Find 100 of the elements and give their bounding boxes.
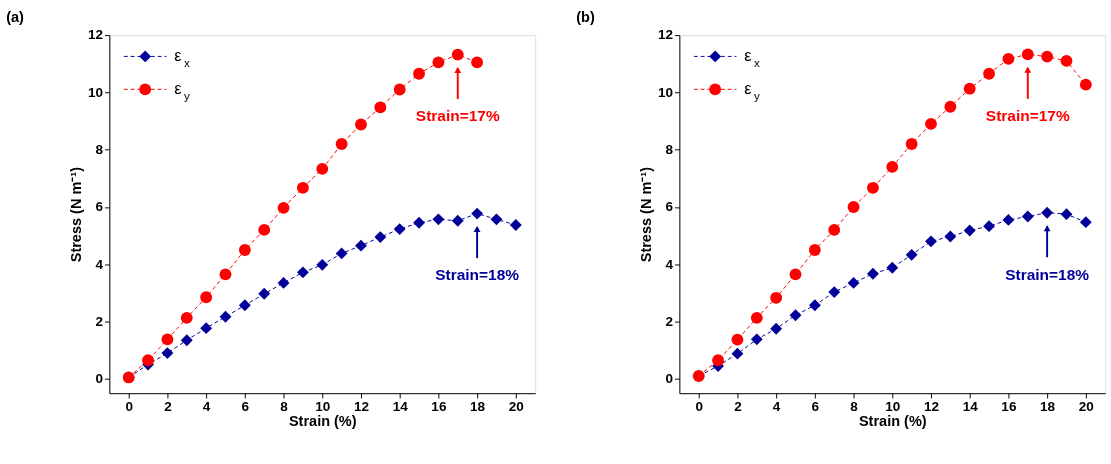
point <box>374 101 387 114</box>
x-tick-label: 8 <box>280 399 289 415</box>
x-tick-label: 18 <box>1040 399 1056 415</box>
chart-title: (a) <box>6 8 25 25</box>
point <box>413 216 425 229</box>
x-tick-label: 0 <box>125 399 133 415</box>
point <box>296 266 309 279</box>
point <box>1021 210 1034 223</box>
point <box>451 48 464 61</box>
point <box>750 333 763 346</box>
point <box>161 333 174 346</box>
x-tick-label: 10 <box>315 399 331 415</box>
point <box>509 219 522 231</box>
y-tick-label: 10 <box>658 84 674 100</box>
point <box>925 118 937 130</box>
point <box>1060 54 1073 67</box>
point <box>1079 78 1092 91</box>
point <box>432 213 445 226</box>
x-tick-label: 4 <box>202 399 211 415</box>
point <box>828 286 841 298</box>
point <box>316 258 329 271</box>
point <box>867 267 879 280</box>
x-tick-label: 16 <box>1001 399 1017 415</box>
x-tick-label: 6 <box>241 399 250 415</box>
annotation: Strain=18% <box>1005 265 1090 283</box>
point <box>731 347 744 360</box>
point <box>277 201 290 214</box>
y-tick-label: 12 <box>88 27 104 43</box>
point <box>905 248 918 261</box>
y-tick-label: 2 <box>95 313 104 329</box>
y-tick-label: 6 <box>665 199 674 215</box>
point <box>219 310 232 323</box>
point <box>238 299 251 312</box>
x-tick-label: 2 <box>164 399 172 415</box>
point <box>983 67 995 80</box>
point <box>355 239 367 252</box>
point <box>808 244 821 256</box>
point <box>316 162 329 175</box>
y-tick-label: 6 <box>95 199 104 215</box>
point <box>374 231 387 243</box>
y-axis-title: Stress (N m⁻¹) <box>638 166 655 263</box>
point <box>750 311 763 324</box>
x-tick-label: 4 <box>772 399 781 415</box>
x-tick-label: 0 <box>695 399 703 415</box>
point <box>712 354 725 367</box>
point <box>731 333 744 346</box>
y-axis-title: Stress (N m⁻¹) <box>68 166 85 263</box>
point <box>770 322 783 335</box>
x-axis-title: Strain (%) <box>858 412 927 429</box>
point <box>808 299 821 312</box>
point <box>1041 206 1054 219</box>
point <box>413 67 425 80</box>
x-tick-label: 18 <box>470 399 486 415</box>
point <box>335 247 348 260</box>
point <box>886 261 899 274</box>
x-tick-label: 12 <box>923 399 940 415</box>
x-tick-label: 20 <box>508 399 524 415</box>
x-tick-label: 12 <box>353 399 369 415</box>
point <box>1079 216 1092 229</box>
y-tick-label: 2 <box>665 313 674 329</box>
x-tick-label: 16 <box>431 399 447 415</box>
point <box>161 347 174 360</box>
point <box>983 220 995 233</box>
y-tick-label: 0 <box>665 371 674 387</box>
y-tick-label: 12 <box>658 27 674 43</box>
point <box>1002 213 1015 226</box>
point <box>944 100 957 113</box>
point <box>1021 48 1034 61</box>
point <box>471 56 484 69</box>
point <box>867 181 879 194</box>
point <box>142 354 154 367</box>
x-tick-label: 20 <box>1078 399 1094 415</box>
point <box>277 276 290 289</box>
point <box>963 224 976 237</box>
point <box>1002 52 1015 65</box>
point <box>490 213 503 226</box>
y-tick-label: 4 <box>95 256 104 272</box>
x-tick-label: 6 <box>811 399 820 415</box>
point <box>335 138 348 150</box>
y-tick-label: 0 <box>95 371 104 387</box>
y-tick-label: 10 <box>88 84 104 100</box>
annotation: Strain=18% <box>435 266 520 284</box>
chart-title: (b) <box>576 8 595 25</box>
point <box>925 235 937 248</box>
point <box>828 224 841 236</box>
point <box>471 207 484 220</box>
point <box>238 244 251 256</box>
x-tick-label: 14 <box>392 399 409 415</box>
x-axis-title: Strain (%) <box>288 412 357 429</box>
point <box>393 223 406 235</box>
point <box>432 56 445 69</box>
point <box>393 83 406 96</box>
y-tick-label: 4 <box>665 256 674 272</box>
point <box>770 291 783 304</box>
point <box>451 214 464 227</box>
point <box>200 322 213 335</box>
point <box>180 311 193 324</box>
point <box>789 309 802 322</box>
y-tick-label: 8 <box>95 142 104 158</box>
x-tick-label: 8 <box>850 399 859 415</box>
